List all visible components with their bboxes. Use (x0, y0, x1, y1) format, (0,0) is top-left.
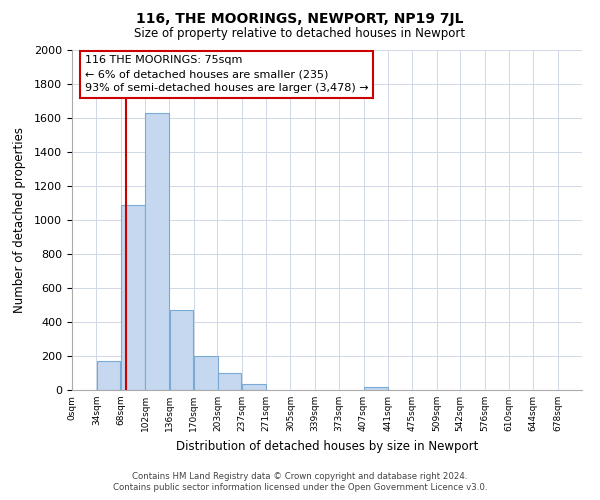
Bar (145, 113, 169, 390)
X-axis label: Distribution of detached houses by size in Newport: Distribution of detached houses by size … (176, 440, 478, 452)
Bar (242, 384, 266, 390)
Text: 116, THE MOORINGS, NEWPORT, NP19 7JL: 116, THE MOORINGS, NEWPORT, NP19 7JL (136, 12, 464, 26)
Bar (170, 310, 193, 390)
Bar (364, 388, 388, 390)
Bar (194, 356, 218, 390)
Y-axis label: Number of detached properties: Number of detached properties (13, 127, 26, 313)
Bar (97, 361, 121, 390)
Text: Contains HM Land Registry data © Crown copyright and database right 2024.
Contai: Contains HM Land Registry data © Crown c… (113, 472, 487, 492)
Text: 116 THE MOORINGS: 75sqm
← 6% of detached houses are smaller (235)
93% of semi-de: 116 THE MOORINGS: 75sqm ← 6% of detached… (85, 55, 368, 93)
Bar (218, 373, 241, 390)
Bar (121, 204, 145, 390)
Text: Size of property relative to detached houses in Newport: Size of property relative to detached ho… (134, 28, 466, 40)
